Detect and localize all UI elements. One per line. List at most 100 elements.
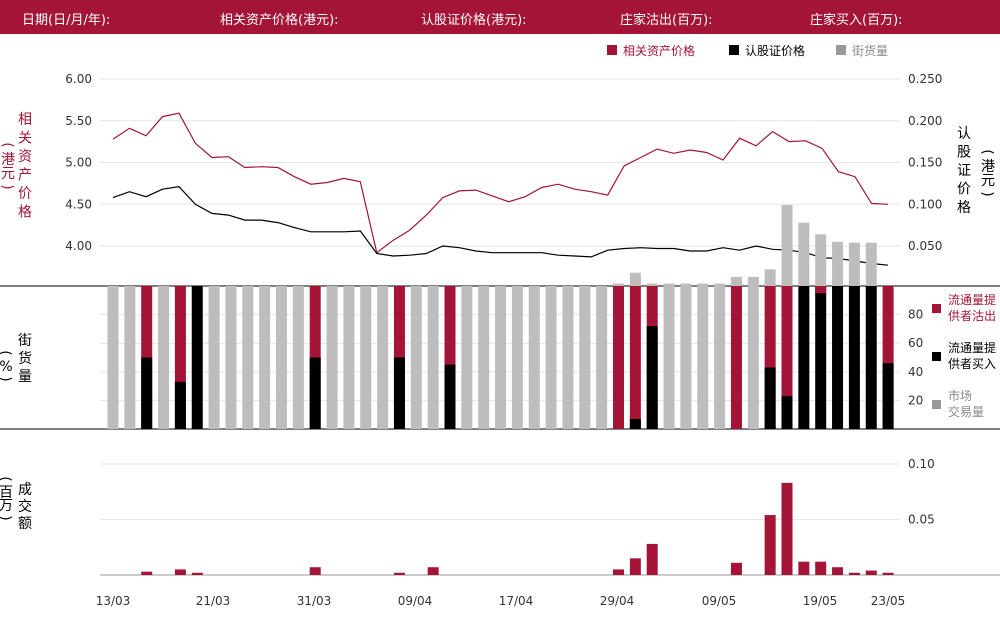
street-stock-bar: [528, 286, 540, 429]
turnover-bar: [629, 558, 641, 575]
x-axis-tick: 09/05: [702, 594, 737, 608]
right-axis-unit-char: 元: [981, 173, 995, 189]
left-axis-title: 相关资产价格: [18, 112, 32, 221]
street-stock-bar: [427, 286, 439, 429]
right-axis-tick: 0.100: [908, 197, 942, 211]
street-stock-top-bar: [832, 241, 844, 286]
street-stock-top-bar: [646, 283, 658, 286]
x-axis-tick: 21/03: [196, 594, 231, 608]
street-stock-top-bar: [865, 242, 877, 286]
street-stock-bar: [124, 286, 136, 429]
turnover-bar: [882, 572, 894, 575]
dealer-buy-bar: [393, 357, 405, 429]
right-axis-tick: 0.150: [908, 156, 942, 170]
street-stock-bar: [832, 286, 844, 429]
dealer-sell-bar: [815, 286, 827, 294]
turnover-bar: [781, 482, 793, 575]
mid-legend-label: 流通量提: [948, 340, 996, 355]
header-date-label: 日期(日/月/年):: [22, 13, 111, 28]
mid-axis-unit: (%): [0, 350, 13, 381]
x-axis-tick: 09/04: [398, 594, 433, 608]
x-axis-tick: 17/04: [499, 594, 534, 608]
right-axis-unit-char: (: [979, 149, 995, 154]
street-stock-bar: [579, 286, 591, 429]
dealer-buy-bar: [646, 326, 658, 429]
street-stock-bar: [781, 286, 793, 429]
street-stock-bar: [596, 286, 608, 429]
street-stock-top-bar: [798, 222, 810, 286]
dealer-buy-bar: [781, 396, 793, 429]
header-dealer-buy-label: 庄家买入(百万):: [810, 13, 903, 28]
left-axis-unit: (港元): [0, 142, 15, 189]
bottom-axis-unit-char: (: [0, 476, 13, 481]
street-stock-bar: [511, 286, 523, 429]
mid-legend-swatch: [932, 304, 941, 313]
legend-label: 认股证价格: [745, 43, 805, 58]
right-axis-unit-char: 港: [981, 159, 995, 175]
header-underlying-price-label: 相关资产价格(港元):: [220, 13, 339, 28]
street-stock-bar: [191, 286, 203, 429]
right-axis-tick: 0.050: [908, 239, 942, 253]
left-axis-unit-char: (: [0, 142, 15, 147]
left-axis-title-char: 资: [18, 149, 32, 165]
mid-axis-tick: 60: [908, 336, 923, 350]
left-axis-unit-char: ): [0, 184, 15, 189]
street-stock-bar: [259, 286, 271, 429]
turnover-bar: [191, 572, 203, 575]
street-stock-top-bar: [781, 205, 793, 286]
street-stock-bar: [444, 286, 456, 429]
left-axis-tick: 4.50: [65, 197, 92, 211]
left-axis-title-char: 格: [18, 205, 32, 221]
mid-legend-swatch: [932, 352, 941, 361]
street-stock-bar: [410, 286, 422, 429]
left-axis-tick: 6.00: [65, 72, 92, 86]
street-stock-bar: [276, 286, 287, 429]
bottom-axis-unit-char: ): [0, 515, 13, 520]
street-stock-bar: [225, 286, 237, 429]
street-stock-bar: [680, 286, 692, 429]
street-stock-bar: [764, 286, 776, 429]
street-stock-top-bar: [848, 242, 860, 286]
mid-legend-swatch: [932, 400, 941, 409]
street-stock-bar: [613, 286, 624, 429]
street-stock-bar: [208, 286, 220, 429]
legend-label: 街货量: [852, 43, 888, 58]
mid-legend-label: 供者沽出: [948, 309, 996, 323]
turnover-bar: [174, 569, 186, 575]
bottom-axis-title: 成交额: [18, 482, 32, 532]
street-stock-bar: [663, 286, 675, 429]
street-stock-bar: [158, 286, 170, 429]
street-stock-bar: [461, 286, 473, 429]
right-axis-title-char: 认: [957, 126, 971, 142]
turnover-bar: [730, 562, 742, 575]
street-stock-bar: [495, 286, 507, 429]
warrant-price-line: [112, 186, 889, 266]
street-stock-bar: [242, 286, 254, 429]
left-axis-tick: 4.00: [65, 239, 92, 253]
left-axis-title-char: 相: [18, 112, 32, 128]
bottom-axis-unit: (百万): [0, 476, 13, 520]
street-stock-top-bar: [815, 234, 827, 286]
street-stock-bar: [697, 286, 709, 429]
right-axis-unit: (港元): [979, 149, 995, 196]
underlying-price-line: [112, 112, 889, 254]
right-axis-title-char: 格: [957, 200, 971, 216]
mid-axis-unit-char: (: [0, 350, 13, 355]
street-stock-bar: [377, 286, 389, 429]
dealer-buy-bar: [882, 363, 894, 429]
turnover-bar: [309, 567, 321, 575]
mid-axis-title-char: 量: [18, 369, 32, 385]
right-axis-tick: 0.250: [908, 72, 942, 86]
street-stock-bar: [714, 286, 726, 429]
mid-axis-tick: 40: [908, 365, 923, 379]
street-stock-bar: [478, 286, 490, 429]
turnover-bar: [815, 561, 827, 575]
left-axis-title-char: 关: [18, 131, 32, 147]
mid-legend-label: 供者买入: [948, 357, 996, 371]
street-stock-bar: [292, 286, 304, 429]
x-axis-tick: 13/03: [96, 594, 131, 608]
turnover-bar: [764, 515, 776, 575]
x-axis-tick: 29/04: [600, 594, 635, 608]
right-axis-title: 认股证价格: [957, 126, 971, 216]
x-axis-tick: 23/05: [871, 594, 906, 608]
